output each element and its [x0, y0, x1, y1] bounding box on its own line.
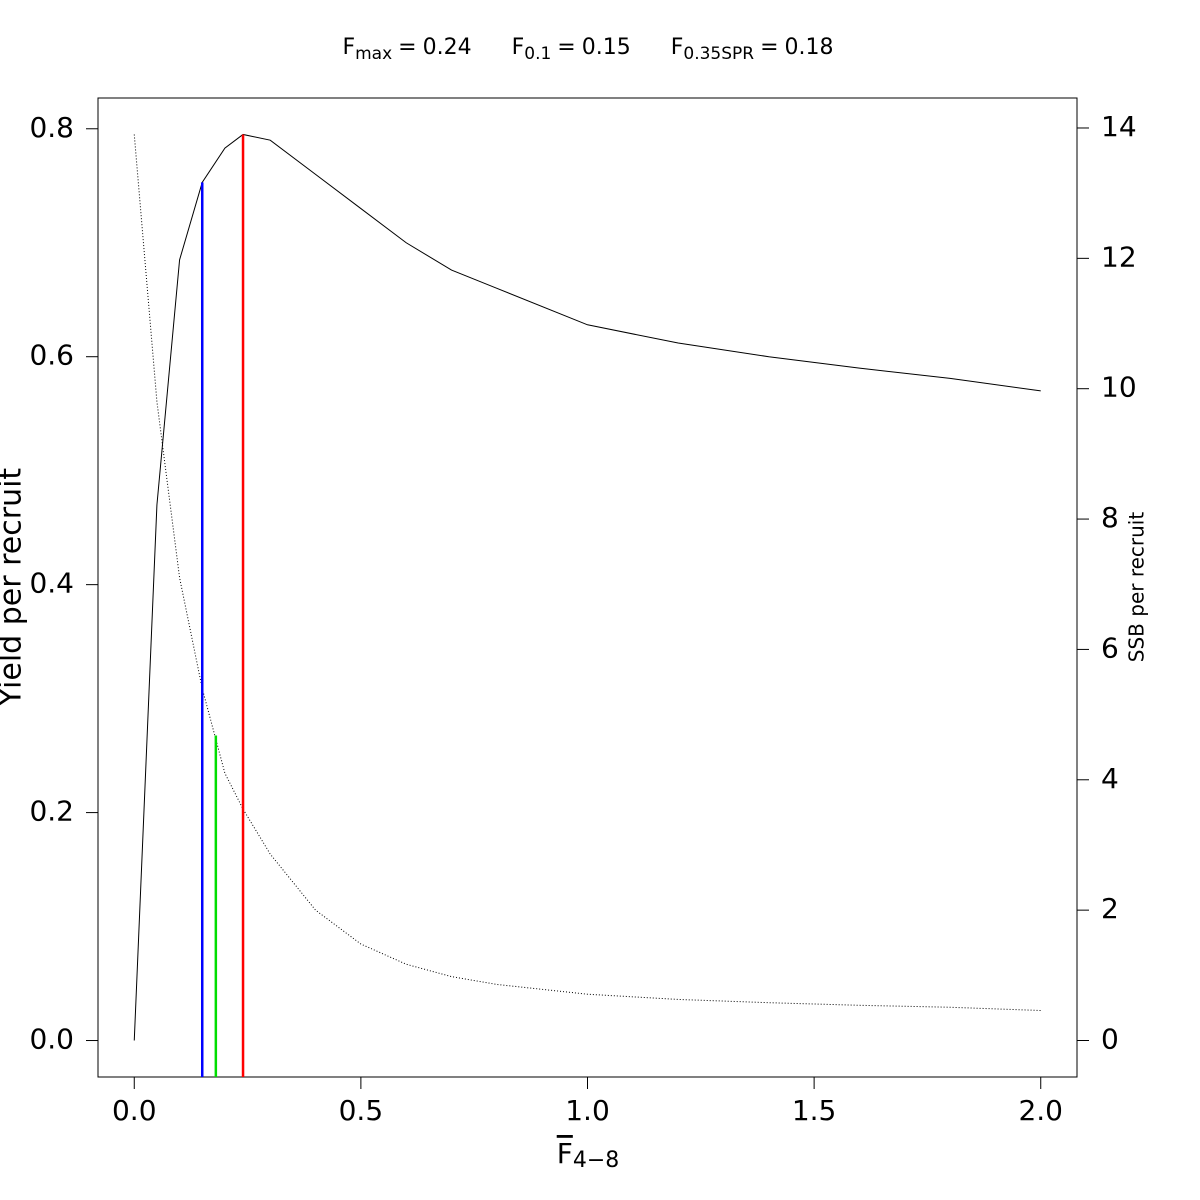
- x-tick-label: 0.5: [339, 1094, 384, 1127]
- y2-tick-label: 10: [1101, 371, 1137, 404]
- series-line: [133, 133, 1041, 1041]
- y2-axis-label: SSB per recruit: [1125, 512, 1149, 663]
- x-tick-label: 0.0: [112, 1094, 157, 1127]
- y2-tick-label: 2: [1101, 892, 1119, 925]
- y-tick-label: 0.6: [29, 339, 74, 372]
- y2-tick-label: 8: [1101, 501, 1119, 534]
- annotation-value: 0.15: [582, 35, 631, 60]
- reference-annotations: Fmax = 0.24 F0.1 = 0.15 F0.35SPR = 0.18: [342, 35, 833, 64]
- x-tick-label: 1.5: [792, 1094, 837, 1127]
- y2-tick-label: 14: [1101, 110, 1137, 143]
- y-tick-label: 0.4: [29, 567, 74, 600]
- y-axis-label: Yield per recruit: [0, 468, 29, 708]
- series-line: [133, 134, 1041, 1012]
- x-label-subscript: 4−8: [573, 1148, 619, 1173]
- annotation-symbol: F: [671, 35, 684, 60]
- y2-tick-label: 6: [1101, 631, 1119, 664]
- y2-tick-label: 0: [1101, 1022, 1119, 1055]
- y-tick-label: 0.0: [29, 1023, 74, 1056]
- annotation-relation: =: [398, 35, 416, 60]
- annotation-value: 0.18: [785, 35, 834, 60]
- y2-tick-label: 12: [1101, 240, 1137, 273]
- annotation-symbol: F: [342, 35, 355, 60]
- x-tick-label: 2.0: [1018, 1094, 1063, 1127]
- annotation-relation: =: [760, 35, 778, 60]
- y2-tick-label: 4: [1101, 762, 1119, 795]
- y-tick-label: 0.2: [29, 795, 74, 828]
- x-tick-label: 1.0: [565, 1094, 610, 1127]
- plot-frame: [97, 97, 1078, 1078]
- annotation-subscript: max: [355, 44, 392, 64]
- annotation-symbol: F: [512, 35, 525, 60]
- x-axis-label: F4−8: [557, 1137, 620, 1173]
- annotation-value: 0.24: [423, 35, 472, 60]
- annotation-subscript: 0.1: [524, 44, 551, 64]
- x-label-symbol: F: [557, 1137, 573, 1170]
- annotation-relation: =: [557, 35, 575, 60]
- annotation-subscript: 0.35SPR: [683, 44, 754, 64]
- y-tick-label: 0.8: [29, 111, 74, 144]
